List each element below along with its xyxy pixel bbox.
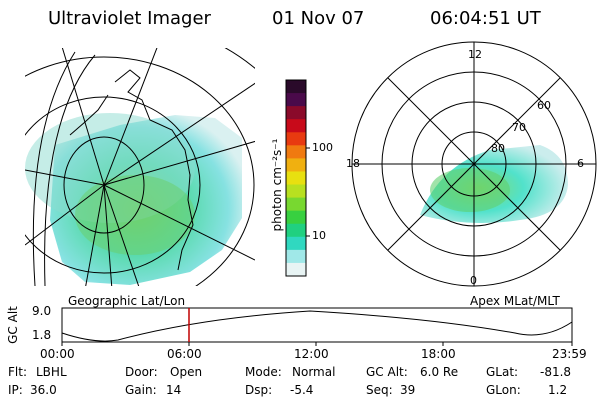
colorbar-unit: photon cm⁻²s⁻¹ [270,138,284,232]
door-label: Door: [125,365,158,379]
colorbar-segment [286,197,306,212]
mode-value: Normal [292,365,336,379]
colorbar-segment [286,80,306,94]
colorbar-segment [286,93,306,107]
mlt-label-12: 12 [468,48,482,61]
ip-label: IP: [8,383,23,397]
mlt-label-6: 6 [577,157,584,170]
mlat-label-70: 70 [512,121,526,134]
time-tick-2359: 23:59 [552,347,587,361]
mode-label: Mode: [245,365,282,379]
mlt-label-18: 18 [346,157,360,170]
filter-label: Flt: [8,365,27,379]
time-tick-1800: 18:00 [421,347,456,361]
colorbar-segment [286,106,306,120]
time-tick-1200: 12:00 [294,347,329,361]
observation-time: 06:04:51 UT [430,8,541,29]
seq-label: Seq: [366,383,393,397]
time-tick-0000: 00:00 [40,347,75,361]
polar-grid [351,41,597,287]
colorbar-segment [286,236,306,251]
filter-value: LBHL [36,365,67,379]
colorbar-tick-100: 100 [312,141,333,154]
gain-value: 14 [166,383,182,397]
latitude-circle [63,136,145,234]
gain-label: Gain: [125,383,157,397]
time-tick-0600: 06:00 [167,347,202,361]
altitude-ytick-top: 9.0 [32,304,52,318]
mlat-label-80: 80 [491,142,505,155]
coastline [114,69,194,271]
longitude-lines [25,48,255,286]
dsp-value: -5.4 [290,383,314,397]
colorbar-segment [286,132,306,146]
gc-alt-value: 6.0 Re [420,365,459,379]
colorbar-segment [286,223,306,238]
instrument-title: Ultraviolet Imager [48,8,211,29]
seq-value: 39 [400,383,416,397]
geographic-map [25,48,255,286]
altitude-curve [61,310,573,342]
colorbar-segment [286,184,306,199]
colorbar [286,80,306,277]
colorbar-segment [286,262,306,277]
colorbar-segment [286,119,306,133]
colorbar-segment [286,249,306,264]
apex-panel-label: Apex MLat/MLT [470,294,560,308]
mlt-label-0: 0 [470,274,477,287]
colorbar-segment [286,145,306,159]
glat-value: -81.8 [540,365,572,379]
mlat-label-60: 60 [537,99,551,112]
altitude-plot-frame [61,307,573,343]
colorbar-segment [286,210,306,225]
colorbar-tick-10: 10 [312,229,326,242]
observation-date: 01 Nov 07 [272,8,365,29]
door-value: Open [170,365,203,379]
altitude-ylabel: GC Alt [5,306,20,344]
geographic-panel-label: Geographic Lat/Lon [68,294,186,308]
glat-label: GLat: [486,365,519,379]
colorbar-segment [286,171,306,186]
dsp-label: Dsp: [245,383,273,397]
colorbar-segment [286,158,306,172]
glon-label: GLon: [486,383,521,397]
gc-alt-label: GC Alt: [366,365,408,379]
altitude-ytick-bottom: 1.8 [32,328,52,342]
glon-value: 1.2 [548,383,568,397]
ip-value: 36.0 [30,383,57,397]
